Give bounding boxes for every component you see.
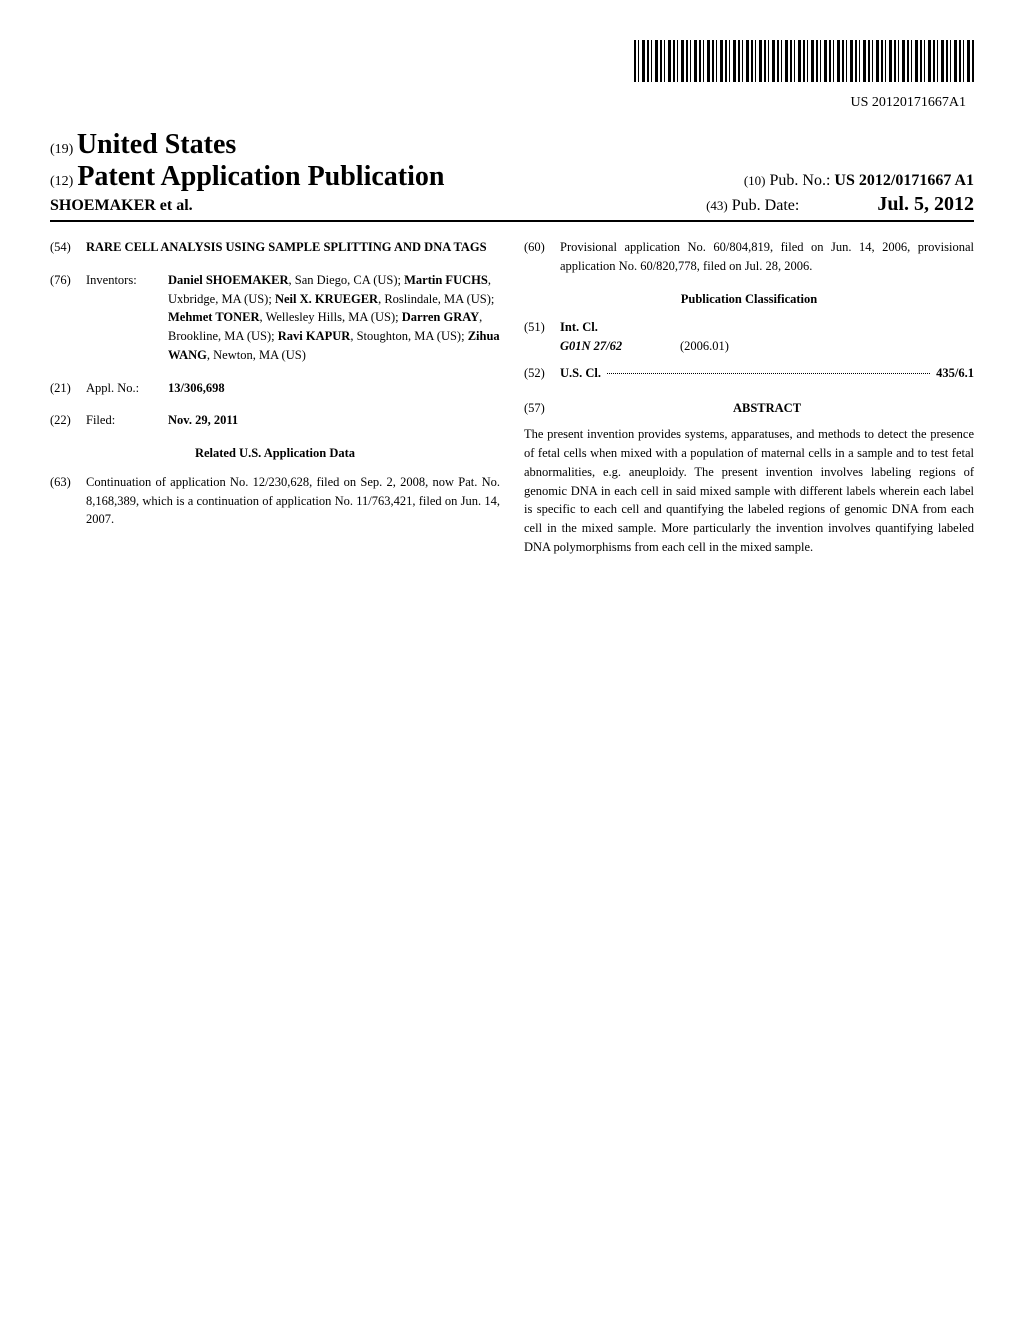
barcode-pub-number: US 20120171667A1 [50, 95, 974, 111]
uscl-row: (52) U.S. Cl. 435/6.1 [524, 364, 974, 383]
code-22: (22) [50, 411, 86, 430]
inventor-4: Mehmet TONER [168, 310, 260, 324]
inventors-label: Inventors: [86, 271, 168, 365]
inventor-1-loc: , San Diego, CA (US); [289, 273, 405, 287]
code-60: (60) [524, 238, 560, 276]
invention-title: RARE CELL ANALYSIS USING SAMPLE SPLITTIN… [86, 238, 500, 257]
inventors-row: (76) Inventors: Daniel SHOEMAKER, San Di… [50, 271, 500, 365]
intcl-label: Int. Cl. [560, 318, 974, 337]
content-columns: (54) RARE CELL ANALYSIS USING SAMPLE SPL… [50, 238, 974, 557]
filed-row: (22) Filed: Nov. 29, 2011 [50, 411, 500, 430]
classification-heading: Publication Classification [524, 290, 974, 309]
pub-no-block: (10) Pub. No.: US 2012/0171667 A1 [744, 172, 974, 190]
pub-no-label: Pub. No.: [770, 172, 831, 189]
country-line: (19) United States [50, 129, 974, 161]
abstract-text: The present invention provides systems, … [524, 425, 974, 556]
code-63: (63) [50, 473, 86, 529]
provisional-row: (60) Provisional application No. 60/804,… [524, 238, 974, 276]
country-name: United States [77, 129, 236, 160]
related-heading: Related U.S. Application Data [50, 444, 500, 463]
continuation-text: Continuation of application No. 12/230,6… [86, 473, 500, 529]
filed-value: Nov. 29, 2011 [168, 411, 500, 430]
code-21: (21) [50, 379, 86, 398]
code-12: (12) [50, 174, 73, 189]
publication-type: Patent Application Publication [77, 161, 444, 192]
author-date-line: SHOEMAKER et al. (43) Pub. Date: Jul. 5,… [50, 193, 974, 222]
appl-no-label: Appl. No.: [86, 379, 168, 398]
uscl-label: U.S. Cl. [560, 364, 601, 383]
code-76: (76) [50, 271, 86, 365]
inventor-2: Martin FUCHS [404, 273, 488, 287]
intcl-row: (51) Int. Cl. G01N 27/62 (2006.01) [524, 318, 974, 356]
inventor-4-loc: , Wellesley Hills, MA (US); [260, 310, 402, 324]
inventor-3: Neil X. KRUEGER [275, 292, 378, 306]
authors-header: SHOEMAKER et al. [50, 197, 193, 215]
code-19: (19) [50, 142, 73, 157]
barcode-region [50, 40, 974, 87]
code-10: (10) [744, 173, 766, 188]
inventor-6: Ravi KAPUR [278, 329, 351, 343]
intcl-date: (2006.01) [680, 337, 729, 356]
intcl-block: Int. Cl. G01N 27/62 (2006.01) [560, 318, 974, 356]
inventor-3-loc: , Roslindale, MA (US); [378, 292, 494, 306]
code-54: (54) [50, 238, 86, 257]
header-block: (19) United States (12) Patent Applicati… [50, 129, 974, 222]
uscl-value: 435/6.1 [936, 364, 974, 383]
inventor-6-loc: , Stoughton, MA (US); [350, 329, 467, 343]
abstract-label: ABSTRACT [560, 399, 974, 418]
appl-no-value: 13/306,698 [168, 379, 500, 398]
code-51: (51) [524, 318, 560, 337]
inventors-value: Daniel SHOEMAKER, San Diego, CA (US); Ma… [168, 271, 500, 365]
uscl-dots [607, 373, 930, 374]
pub-no-value: US 2012/0171667 A1 [834, 172, 974, 189]
code-43: (43) [706, 198, 728, 213]
code-57: (57) [524, 399, 560, 418]
code-52: (52) [524, 364, 560, 383]
right-column: (60) Provisional application No. 60/804,… [524, 238, 974, 557]
inventor-1: Daniel SHOEMAKER [168, 273, 289, 287]
title-row: (54) RARE CELL ANALYSIS USING SAMPLE SPL… [50, 238, 500, 257]
filed-label: Filed: [86, 411, 168, 430]
appl-no-row: (21) Appl. No.: 13/306,698 [50, 379, 500, 398]
continuation-row: (63) Continuation of application No. 12/… [50, 473, 500, 529]
left-column: (54) RARE CELL ANALYSIS USING SAMPLE SPL… [50, 238, 500, 557]
provisional-text: Provisional application No. 60/804,819, … [560, 238, 974, 276]
pub-date-value: Jul. 5, 2012 [877, 193, 974, 215]
inventor-5: Darren GRAY [402, 310, 479, 324]
pub-date-label: Pub. Date: [732, 197, 800, 214]
inventor-7-loc: , Newton, MA (US) [207, 348, 306, 362]
publication-line: (12) Patent Application Publication (10)… [50, 161, 974, 193]
barcode-graphic [634, 40, 974, 82]
abstract-header-row: (57) ABSTRACT [524, 399, 974, 418]
pub-date-block: (43) Pub. Date: Jul. 5, 2012 [706, 193, 974, 216]
intcl-code: G01N 27/62 [560, 337, 680, 356]
